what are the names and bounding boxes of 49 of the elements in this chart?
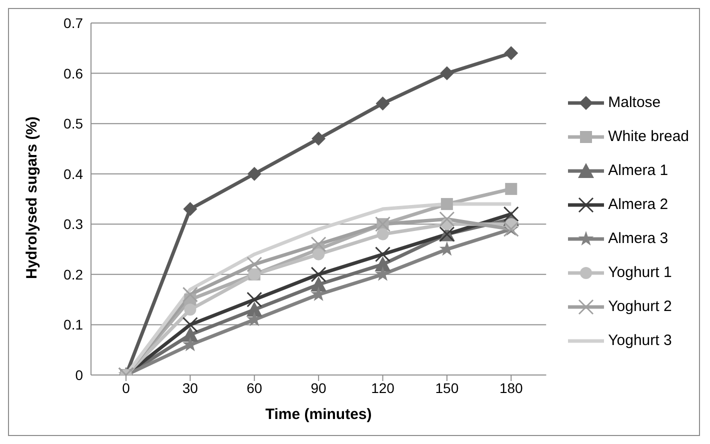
x-tick-label: 180 [499, 380, 524, 396]
y-tick-label: 0.4 [64, 166, 84, 182]
x-tick-label: 150 [435, 380, 459, 396]
y-tick-label: 0.6 [64, 65, 84, 82]
point [504, 46, 518, 60]
point [182, 286, 198, 302]
point [246, 256, 262, 272]
legend-label: Almera 2 [608, 195, 668, 215]
legend-label: Yoghurt 2 [608, 297, 672, 317]
point [184, 304, 196, 316]
point [246, 302, 262, 317]
point [183, 202, 198, 216]
x-tick-label: 90 [310, 380, 327, 396]
x-axis-title: Time (minutes) [265, 406, 372, 423]
y-axis-title: Hydrolysed sugars (%) [23, 116, 40, 279]
point [247, 166, 262, 181]
x-tick-label: 120 [371, 380, 395, 396]
y-tick-label: 0.1 [64, 316, 84, 333]
point [310, 276, 327, 292]
y-tick-label: 0 [75, 366, 84, 383]
legend-label: Yoghurt 3 [608, 331, 672, 351]
point [503, 206, 519, 222]
point [310, 266, 326, 282]
x-tick-label: 0 [122, 380, 130, 396]
point [440, 198, 453, 210]
point [505, 182, 518, 195]
legend-label: Almera 3 [608, 229, 668, 249]
y-tick-label: 0.2 [64, 266, 84, 282]
legend-label: Yoghurt 1 [608, 263, 672, 283]
x-tick-label: 60 [246, 380, 262, 396]
legend-label: White bread [608, 127, 689, 147]
point [246, 292, 262, 308]
legend-label: Maltose [608, 93, 661, 113]
y-tick-label: 0.7 [64, 14, 84, 31]
y-tick-label: 0.3 [64, 216, 84, 232]
point [375, 246, 390, 262]
point [182, 326, 198, 342]
point [312, 248, 325, 260]
point [376, 96, 390, 110]
y-tick-label: 0.5 [64, 116, 84, 132]
point [182, 316, 198, 332]
point [312, 132, 326, 146]
point [439, 211, 455, 227]
point [310, 236, 326, 252]
legend-label: Almera 1 [608, 161, 668, 181]
point [376, 228, 389, 240]
x-tick-label: 30 [182, 380, 198, 396]
point [440, 66, 454, 80]
point [374, 256, 391, 272]
